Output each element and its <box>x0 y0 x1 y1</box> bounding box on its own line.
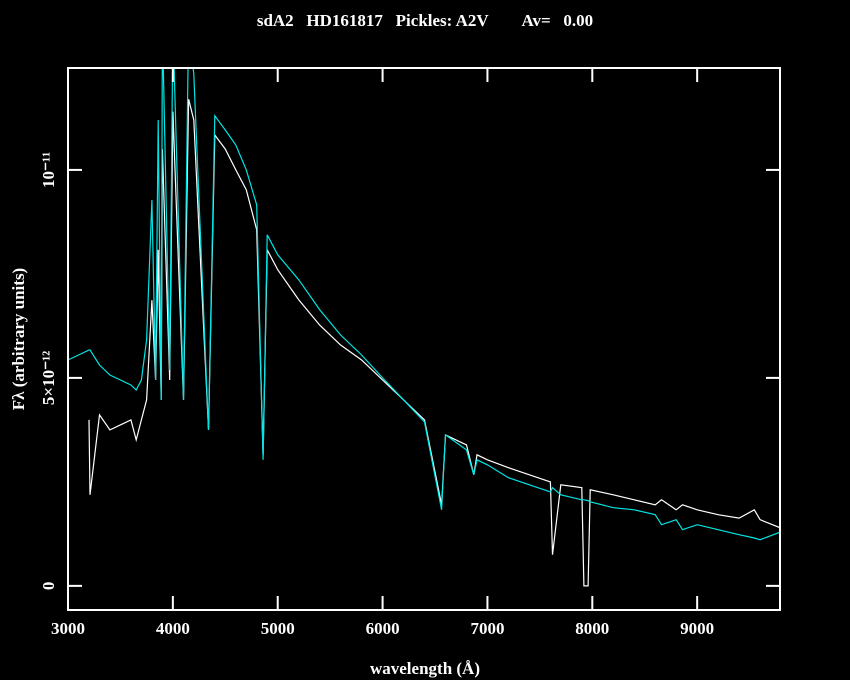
spectrum-line <box>68 68 780 541</box>
y-axis-label: Fλ (arbitrary units) <box>9 268 28 410</box>
x-tick-label: 6000 <box>366 619 400 638</box>
plot-area <box>68 68 780 587</box>
x-tick-label: 3000 <box>51 619 85 638</box>
y-tick-label: 10⁻¹¹ <box>39 152 58 188</box>
x-tick-label: 7000 <box>470 619 504 638</box>
chart-title: sdA2 HD161817 Pickles: A2V Av= 0.00 <box>257 11 593 30</box>
x-tick-label: 9000 <box>680 619 714 638</box>
x-tick-label: 5000 <box>261 619 295 638</box>
x-tick-label: 4000 <box>156 619 190 638</box>
x-axis-label: wavelength (Å) <box>370 659 480 678</box>
y-tick-label: 0 <box>39 582 58 591</box>
x-tick-label: 8000 <box>575 619 609 638</box>
y-tick-label: 5×10⁻¹² <box>39 351 58 405</box>
frame <box>67 67 781 611</box>
